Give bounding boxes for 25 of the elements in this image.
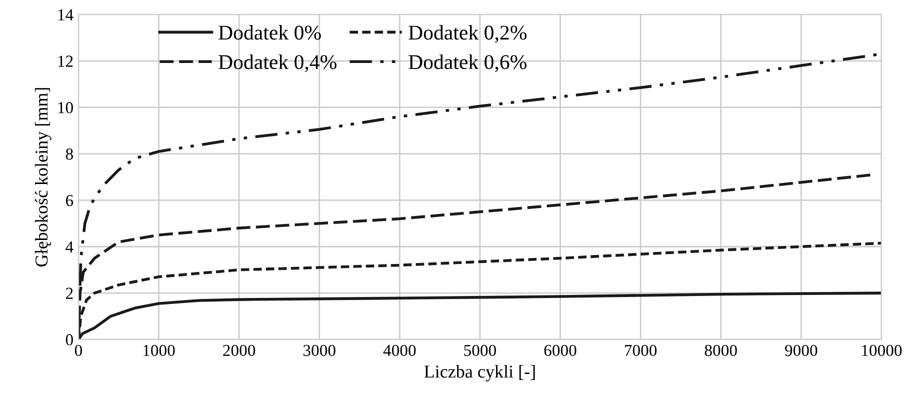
y-tick-label: 14 (58, 9, 74, 20)
legend-label: Dodatek 0,2% (408, 25, 527, 43)
x-tick-label: 0 (74, 344, 82, 356)
x-tick-label: 10000 (862, 344, 902, 356)
y-tick-label: 10 (58, 102, 73, 114)
x-axis-title: Liczba cykli [-] (424, 365, 535, 382)
x-tick-label: 6000 (544, 344, 576, 356)
legend-label: Dodatek 0% (218, 25, 321, 40)
y-tick-label: 8 (66, 148, 73, 160)
y-tick-label: 0 (66, 334, 73, 346)
y-axis-title: Głębokość koleiny [mm] (34, 88, 52, 267)
x-tick-label: 3000 (303, 344, 336, 356)
x-tick-label: 2000 (223, 344, 256, 356)
y-tick-label: 12 (58, 56, 73, 67)
legend-label: Dodatek 0,6% (408, 54, 527, 72)
x-tick-label: 5000 (464, 344, 496, 356)
y-tick-label: 4 (66, 241, 74, 252)
y-tick-label: 2 (66, 288, 73, 299)
x-tick-label: 8000 (704, 344, 737, 356)
x-tick-label: 9000 (785, 344, 818, 356)
x-tick-label: 7000 (624, 344, 657, 356)
x-tick-label: 1000 (144, 344, 175, 356)
y-tick-label: 6 (66, 194, 74, 206)
legend-label: Dodatek 0,4% (218, 54, 336, 72)
x-tick-label: 4000 (383, 344, 416, 356)
